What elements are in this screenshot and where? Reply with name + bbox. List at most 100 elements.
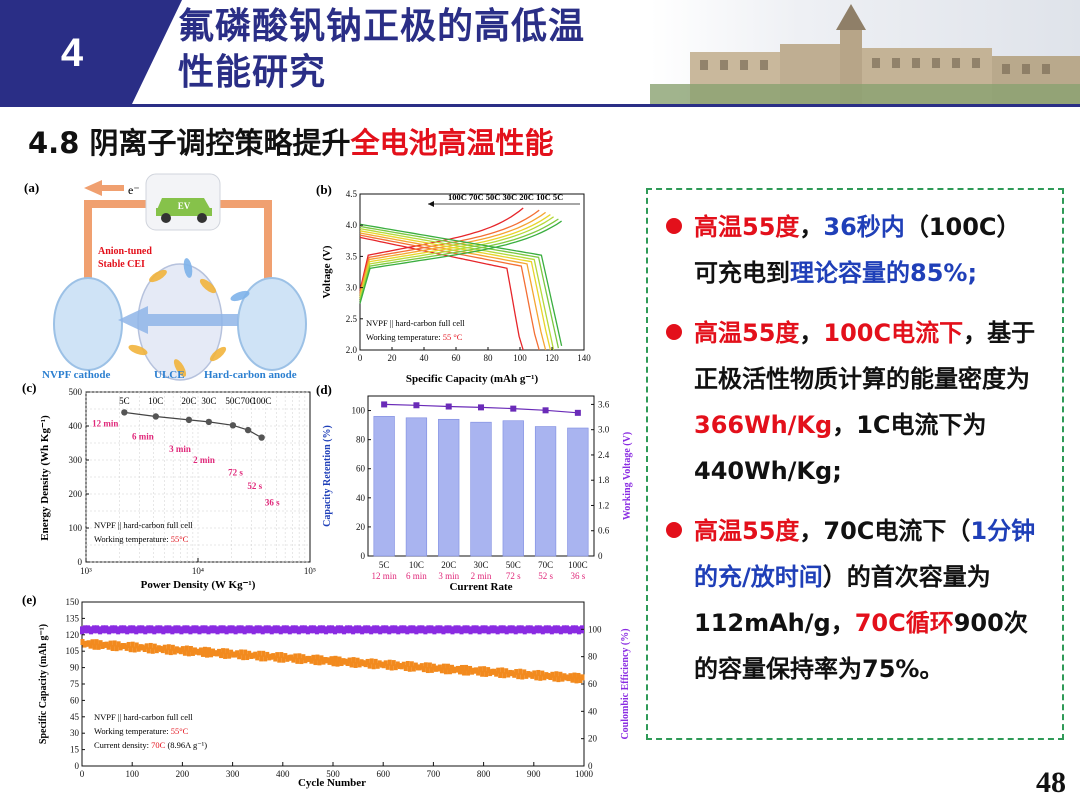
figure-e-capacity-point	[548, 674, 553, 681]
figure-d-bar-10C	[405, 417, 428, 557]
figure-e-capacity-point	[297, 653, 302, 660]
figure-c-rate-label: 50C	[225, 396, 240, 406]
figure-e-capacity-point	[325, 657, 330, 664]
figure-c-rate-label: 30C	[201, 396, 216, 406]
figure-e-capacity-point	[241, 654, 246, 661]
figure-e-ce-point	[170, 626, 175, 635]
figure-c-time-label: 12 min	[92, 418, 118, 428]
figure-b-xtick: 80	[484, 353, 494, 363]
figure-e-capacity-point	[353, 661, 358, 668]
figure-b-xtick: 0	[358, 353, 363, 363]
summary-bullet-1: 高温55度，36秒内（100C）可充电到理论容量的85%;	[662, 204, 1044, 296]
figure-e-capacity-point	[554, 671, 559, 678]
figure-e-capacity-point	[130, 641, 135, 648]
figure-e-capacity-point	[385, 663, 390, 670]
figure-e-capacity-point	[480, 670, 485, 677]
figure-e-ce-point	[119, 625, 124, 634]
figure-e-capacity-point	[445, 663, 450, 670]
figure-e-ce-point	[438, 625, 443, 634]
figure-e-ytick-right: 0	[588, 761, 593, 771]
figure-e-capacity-point	[104, 641, 109, 648]
figure-e-ce-point	[158, 625, 163, 634]
figure-e-ce-point	[110, 625, 115, 634]
figure-e-capacity-point	[536, 669, 541, 676]
figure-e-capacity-point	[411, 665, 416, 672]
figure-e-capacity-point	[421, 666, 426, 673]
figure-e-ce-point	[83, 625, 88, 634]
figure-e-ce-point	[564, 625, 569, 634]
figure-e-ce-point	[414, 626, 419, 635]
figure-e-capacity-point	[460, 664, 465, 671]
figure-c-ytick: 400	[69, 421, 83, 431]
figure-e-note-current: Current density: 70C (8.96A g⁻¹)	[94, 740, 207, 750]
figure-c-time-label: 3 min	[169, 444, 191, 454]
figure-e-capacity-point	[476, 669, 481, 676]
page-title: 氟磷酸钒钠正极的高低温 性能研究	[178, 4, 585, 96]
figure-e-capacity-point	[425, 667, 430, 674]
figure-e-ce-point	[257, 625, 262, 634]
figure-e-ytick-right: 60	[588, 679, 598, 689]
figure-e-capacity-point	[172, 648, 177, 655]
cathode-label: NVPF cathode	[42, 369, 110, 381]
figure-e-ce-point	[92, 625, 97, 634]
figure-e-capacity-point	[333, 655, 338, 662]
figure-e-ce-point	[411, 625, 416, 634]
figure-e-capacity-point	[391, 660, 396, 667]
figure-e-capacity-point	[281, 656, 286, 663]
figure-e-capacity-point	[180, 646, 185, 653]
figure-c-note-temp: Working temperature: 55°C	[94, 534, 189, 544]
figure-e-capacity-point	[427, 662, 432, 669]
figure-e-ce-point	[173, 625, 178, 634]
figure-e-capacity-point	[299, 658, 304, 665]
figure-e-capacity-point	[134, 642, 139, 649]
figure-e-capacity-point	[94, 639, 99, 646]
figure-e-capacity-point	[190, 649, 195, 656]
figure-e-ce-point	[471, 625, 476, 634]
figure-b-charge-curve-70C	[359, 209, 540, 293]
figure-e-xlabel: Cycle Number	[298, 777, 366, 789]
figure-e-ce-point	[152, 626, 157, 635]
figure-e-ce-point	[522, 626, 527, 635]
figure-c-grid	[85, 391, 310, 563]
electron-label: e⁻	[128, 183, 140, 197]
figure-e-capacity-point	[455, 665, 460, 672]
figure-e-ce-point	[272, 625, 277, 634]
figure-e-capacity-point	[429, 666, 434, 673]
figure-e-capacity-point	[514, 669, 519, 676]
figure-e-capacity-point	[88, 642, 93, 649]
figure-e-capacity-point	[295, 657, 300, 664]
figure-e-ce-point	[329, 625, 334, 634]
figure-e-capacity-point	[142, 645, 147, 652]
figure-d-xtick-time: 12 min	[372, 571, 398, 581]
page-number: 48	[1036, 766, 1066, 799]
figure-e-capacity-point	[373, 658, 378, 665]
figure-b-ytick: 4.5	[346, 189, 358, 199]
figure-d-voltage-point-70C	[542, 407, 549, 414]
figure-e-capacity-point	[126, 641, 131, 648]
figure-d-bar-20C	[438, 418, 460, 557]
figure-e-capacity-point	[207, 647, 212, 654]
figure-e-capacity-point	[556, 676, 561, 683]
figure-e-xtick: 800	[477, 769, 491, 779]
figure-e-capacity-point	[215, 650, 220, 657]
figure-e-ce-point	[570, 625, 575, 634]
figure-e-capacity-point	[307, 655, 312, 662]
figure-e-ce-point	[233, 626, 238, 635]
summary-bullet-3: 高温55度，70C电流下（1分钟的充/放时间）的首次容量为112mAh/g，70…	[662, 508, 1044, 692]
figure-b-xtick: 120	[545, 353, 559, 363]
figure-e-capacity-point	[259, 655, 264, 662]
figure-e-ce-point	[492, 625, 497, 634]
figure-e-capacity-point	[347, 657, 352, 664]
figure-e-ce-point	[188, 626, 193, 635]
figure-e-ce-point	[80, 626, 84, 635]
figure-b-discharge-curve-20C	[359, 227, 555, 351]
figure-e-capacity-point	[423, 662, 428, 669]
figure-e-capacity-point	[486, 667, 491, 674]
figure-e-ce-point	[140, 625, 145, 634]
figure-d-xtick-time: 36 s	[570, 571, 585, 581]
figure-e-label: (e)	[22, 592, 36, 607]
figure-e-capacity-point	[221, 648, 226, 655]
figure-e-capacity-point	[566, 675, 571, 682]
figure-e-ce-point	[308, 625, 313, 634]
figure-e-capacity-point	[80, 639, 85, 646]
